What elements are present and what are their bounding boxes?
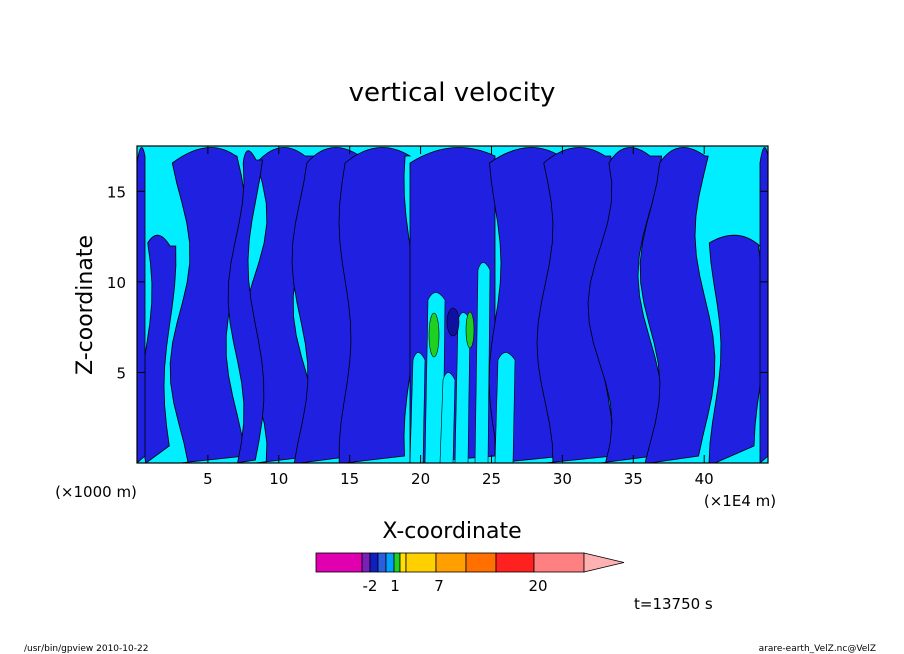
positive-streak — [494, 352, 516, 463]
footer-right: arare-earth_VelZ.nc@VelZ — [759, 644, 876, 654]
colorbar-segment — [465, 552, 497, 573]
colorbar-tick-label: 7 — [434, 577, 444, 595]
colorbar-segment — [377, 552, 387, 573]
x-tick-label: 40 — [695, 470, 714, 488]
negative-region — [639, 147, 716, 463]
colorbar-segment — [393, 552, 401, 573]
chart-title: vertical velocity — [349, 78, 556, 108]
negative-region — [338, 147, 417, 463]
colorbar-segment — [435, 552, 467, 573]
negative-region — [227, 150, 265, 463]
positive-peak — [428, 312, 440, 358]
contour-field — [137, 146, 768, 463]
colorbar-tick-label: 1 — [390, 577, 400, 595]
colorbar-segment — [399, 552, 407, 573]
plot-frame — [136, 145, 769, 464]
negative-region — [759, 147, 768, 463]
x-axis-label: X-coordinate — [382, 519, 521, 544]
colorbar-segment — [369, 552, 379, 573]
x-tick-label: 35 — [624, 470, 643, 488]
colorbar-segment — [495, 552, 535, 573]
positive-peak — [465, 311, 475, 349]
colorbar-segment — [405, 552, 437, 573]
x-tick-label: 20 — [411, 470, 430, 488]
colorbar-tick-label: 20 — [528, 577, 547, 595]
y-axis: 5 10 15 — [107, 183, 768, 382]
x-axis: 5 10 15 20 25 30 35 40 — [203, 146, 714, 488]
colorbar-tick-labels: -2 1 7 20 — [363, 577, 548, 595]
positive-streak — [409, 352, 426, 463]
colorbar-segment — [315, 552, 363, 573]
y-tick-label: 15 — [107, 183, 126, 201]
colorbar — [315, 552, 625, 573]
time-label: t=13750 s — [634, 595, 713, 613]
negative-peak — [446, 307, 460, 337]
colorbar-arrow — [583, 552, 625, 573]
y-tick-label: 5 — [116, 364, 126, 382]
footer-left: /usr/bin/gpview 2010-10-22 — [24, 644, 148, 654]
colorbar-tick-label: -2 — [363, 577, 378, 595]
y-axis-label: Z-coordinate — [73, 235, 98, 375]
negative-region — [169, 147, 247, 463]
colorbar-segment — [533, 552, 585, 573]
x-scale-note: (×1E4 m) — [704, 492, 776, 510]
colorbar-segment — [385, 552, 395, 573]
y-scale-note: (×1000 m) — [55, 483, 137, 501]
negative-region — [137, 147, 146, 463]
x-tick-label: 5 — [203, 470, 213, 488]
negative-region — [587, 147, 663, 463]
positive-streak — [439, 372, 456, 463]
x-tick-label: 30 — [553, 470, 572, 488]
x-tick-label: 10 — [269, 470, 288, 488]
x-tick-label: 25 — [482, 470, 501, 488]
x-tick-label: 15 — [340, 470, 359, 488]
positive-streak — [474, 262, 491, 463]
y-tick-label: 10 — [107, 274, 126, 292]
colorbar-segment — [361, 552, 371, 573]
